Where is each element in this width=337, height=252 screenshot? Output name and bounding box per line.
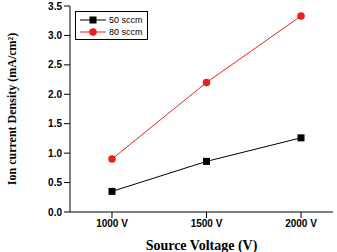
svg-text:Source Voltage (V): Source Voltage (V): [146, 238, 258, 252]
html-text:50 sccm: 50 sccm: [109, 14, 143, 25]
html-text:80 sccm: 80 sccm: [109, 27, 143, 38]
svg-text:1.0: 1.0: [48, 148, 62, 159]
svg-text:0.5: 0.5: [48, 177, 62, 188]
svg-text:2.5: 2.5: [48, 59, 62, 70]
svg-text:1.5: 1.5: [48, 118, 62, 129]
svg-text:1500 V: 1500 V: [191, 218, 223, 229]
svg-text:Ion current Density (mA/cm²): Ion current Density (mA/cm²): [8, 33, 19, 185]
svg-text:3.0: 3.0: [48, 30, 62, 41]
svg-text:0.0: 0.0: [48, 207, 62, 218]
svg-text:3.5: 3.5: [48, 1, 62, 12]
svg-text:2000 V: 2000 V: [285, 218, 317, 229]
svg-text:2.0: 2.0: [48, 89, 62, 100]
svg-text:1000 V: 1000 V: [96, 218, 128, 229]
